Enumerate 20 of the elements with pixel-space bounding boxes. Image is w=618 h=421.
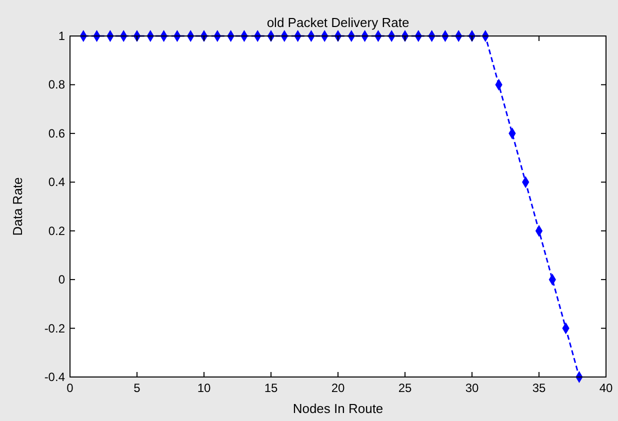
chart-title: old Packet Delivery Rate [266, 15, 410, 30]
y-tick-label: 1 [58, 29, 66, 43]
y-tick-label: -0.2 [44, 321, 66, 336]
x-tick-label: 10 [197, 381, 211, 395]
x-tick-label: 25 [398, 381, 412, 395]
x-tick-label: 15 [264, 381, 278, 395]
y-tick-label: 0.2 [48, 224, 66, 238]
y-tick-label: 0.4 [48, 175, 66, 190]
y-tick-label: 0 [58, 272, 66, 287]
x-tick-label: 5 [134, 381, 141, 395]
y-tick-label: -0.4 [44, 370, 66, 384]
x-tick-label: 20 [331, 381, 345, 395]
y-axis-title: Data Rate [10, 177, 25, 236]
y-tick-label: 0.8 [48, 78, 66, 92]
x-tick-label: 40 [599, 381, 613, 395]
x-tick-label: 35 [532, 381, 546, 395]
x-axis-title: Nodes In Route [292, 401, 384, 416]
x-tick-label: 30 [465, 381, 479, 395]
y-tick-label: 0.6 [48, 126, 66, 140]
x-tick-label: 0 [66, 381, 74, 395]
